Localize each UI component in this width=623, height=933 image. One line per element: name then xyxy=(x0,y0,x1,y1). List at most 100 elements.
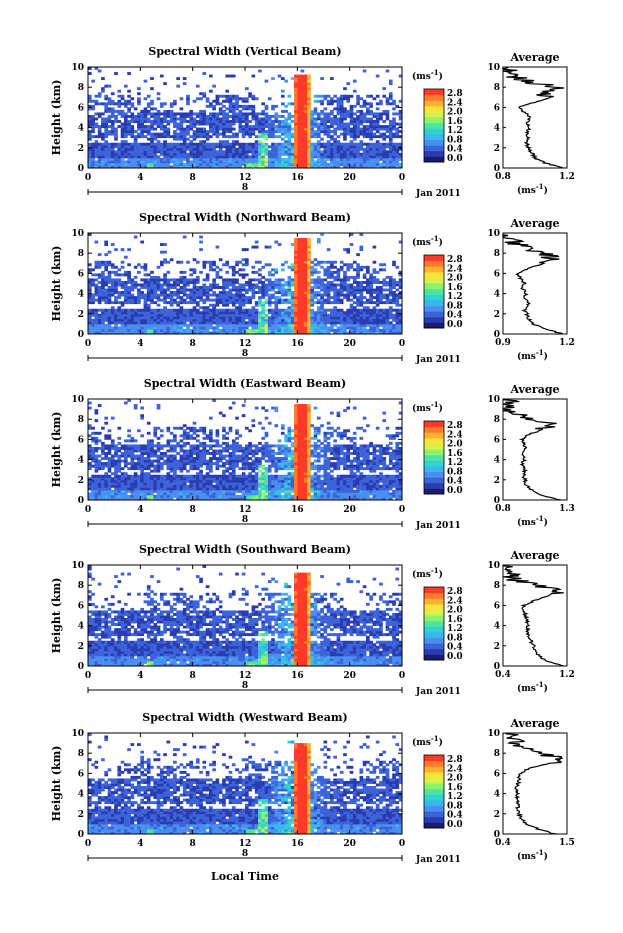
heatmap-cell xyxy=(252,319,256,322)
heatmap-cell xyxy=(340,284,344,287)
heatmap-cell xyxy=(111,150,115,153)
heatmap-cell xyxy=(212,150,216,153)
heatmap-cell xyxy=(108,276,112,279)
heatmap-cell xyxy=(88,482,92,485)
heatmap-cell xyxy=(108,450,112,453)
heatmap-cell xyxy=(189,145,193,148)
heatmap-cell xyxy=(153,450,157,453)
heatmap-cell xyxy=(333,266,337,269)
heatmap-cell xyxy=(284,120,288,123)
heatmap-cell xyxy=(160,284,164,287)
heatmap-cell xyxy=(212,299,216,302)
heatmap-cell xyxy=(242,314,246,317)
heatmap-cell xyxy=(314,143,318,146)
heatmap-cell xyxy=(157,281,161,284)
heatmap-cell xyxy=(229,97,233,100)
heatmap-cell xyxy=(242,294,246,297)
heatmap-cell xyxy=(124,148,128,151)
heatmap-cell xyxy=(137,128,141,131)
heatmap-cell xyxy=(317,309,321,312)
heatmap-cell xyxy=(242,324,246,327)
heatmap-cell xyxy=(91,329,95,332)
heatmap-cell xyxy=(202,309,206,312)
heatmap-cell xyxy=(389,80,393,83)
y-tick-label: 6 xyxy=(78,269,84,279)
heatmap-cell xyxy=(242,326,246,329)
heatmap-cell xyxy=(392,102,396,105)
heatmap-cell xyxy=(392,112,396,115)
heatmap-cell xyxy=(382,95,386,98)
heatmap-cell xyxy=(189,112,193,115)
heatmap-cell xyxy=(157,112,161,115)
heatmap-cell xyxy=(350,118,354,121)
heatmap-cell xyxy=(376,102,380,105)
heatmap-cell xyxy=(376,281,380,284)
heatmap-cell xyxy=(140,120,144,123)
heatmap-cell xyxy=(196,158,200,161)
heatmap-cell xyxy=(183,130,187,133)
heatmap-cell xyxy=(121,492,125,495)
heatmap-cell xyxy=(288,150,292,153)
heatmap-cell xyxy=(307,261,311,264)
heatmap-cell xyxy=(369,319,373,322)
heatmap-cell xyxy=(137,467,141,470)
heatmap-cell xyxy=(327,143,331,146)
heatmap-cell xyxy=(284,128,288,131)
heatmap-cell xyxy=(343,110,347,113)
heatmap-cell xyxy=(379,324,383,327)
heatmap-cell xyxy=(153,107,157,110)
heatmap-cell xyxy=(271,316,275,319)
heatmap-cell xyxy=(307,268,311,271)
heatmap-cell xyxy=(291,284,295,287)
heatmap-cell xyxy=(144,97,148,100)
heatmap-cell xyxy=(324,294,328,297)
heatmap-cell xyxy=(101,316,105,319)
heatmap-cell xyxy=(356,110,360,113)
heatmap-cell xyxy=(297,163,301,166)
heatmap-cell xyxy=(363,143,367,146)
heatmap-cell xyxy=(173,316,177,319)
heatmap-cell xyxy=(369,309,373,312)
heatmap-cell xyxy=(297,107,301,110)
heatmap-cell xyxy=(376,145,380,148)
heatmap-cell xyxy=(150,490,154,493)
heatmap-cell xyxy=(193,258,197,261)
heatmap-cell xyxy=(301,143,305,146)
heatmap-cell xyxy=(317,316,321,319)
heatmap-cell xyxy=(363,289,367,292)
heatmap-cell xyxy=(127,125,131,128)
heatmap-cell xyxy=(134,457,138,460)
heatmap-cell xyxy=(288,324,292,327)
heatmap-cell xyxy=(127,133,131,136)
heatmap-cell xyxy=(373,296,377,299)
heatmap-cell xyxy=(297,278,301,281)
heatmap-cell xyxy=(304,241,308,244)
heatmap-cell xyxy=(359,304,363,307)
heatmap-cell xyxy=(281,294,285,297)
heatmap-cell xyxy=(127,158,131,161)
heatmap-cell xyxy=(301,314,305,317)
heatmap-cell xyxy=(222,324,226,327)
heatmap-cell xyxy=(307,326,311,329)
heatmap-cell xyxy=(242,130,246,133)
heatmap-cell xyxy=(114,324,118,327)
heatmap-cell xyxy=(170,324,174,327)
heatmap-cell xyxy=(176,145,180,148)
heatmap-cell xyxy=(278,163,282,166)
heatmap-cell xyxy=(379,291,383,294)
heatmap-cell xyxy=(294,118,298,121)
heatmap-cell xyxy=(88,487,92,490)
heatmap-cell xyxy=(216,102,220,105)
heatmap-cell xyxy=(252,296,256,299)
heatmap-cell xyxy=(124,444,128,447)
heatmap-cell xyxy=(193,319,197,322)
heatmap-cell xyxy=(98,133,102,136)
heatmap-cell xyxy=(281,120,285,123)
heatmap-cell xyxy=(160,475,164,478)
heatmap-cell xyxy=(363,314,367,317)
heatmap-cell xyxy=(288,309,292,312)
heatmap-cell xyxy=(117,319,121,322)
heatmap-cell xyxy=(320,319,324,322)
heatmap-cell xyxy=(389,123,393,126)
heatmap-cell xyxy=(186,296,190,299)
